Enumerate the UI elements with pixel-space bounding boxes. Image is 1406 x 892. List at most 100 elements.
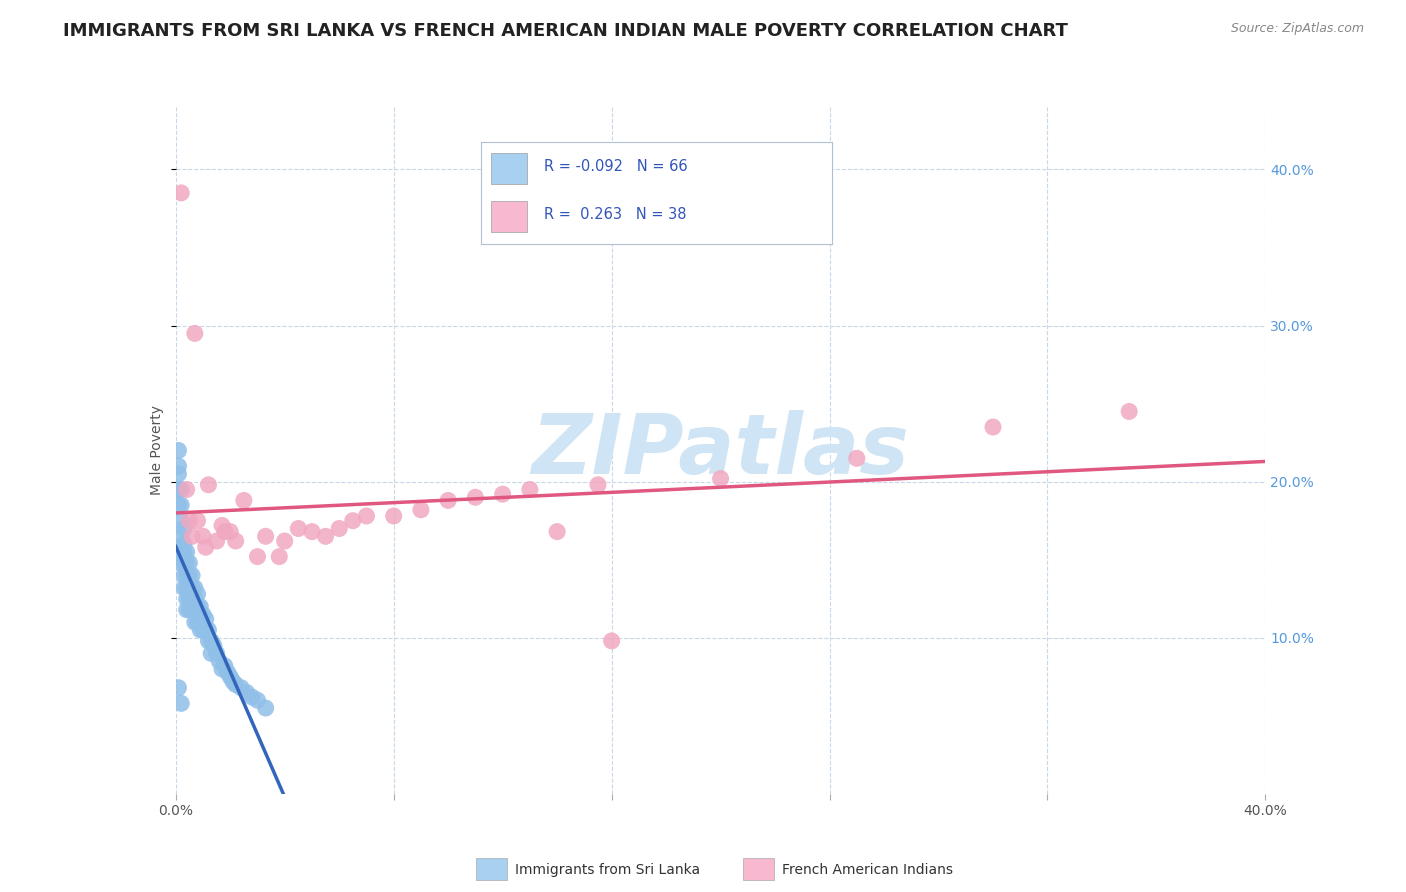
Point xyxy=(232,493,254,508)
Point xyxy=(464,490,486,504)
Point xyxy=(167,467,190,481)
Point xyxy=(167,681,190,695)
Point xyxy=(179,514,201,528)
Point xyxy=(301,524,323,539)
Point xyxy=(200,633,222,648)
Point xyxy=(519,483,541,497)
Point xyxy=(492,487,515,501)
Point xyxy=(170,696,193,710)
Point xyxy=(176,568,198,582)
Point xyxy=(176,603,198,617)
Point xyxy=(240,690,263,705)
Point xyxy=(246,549,269,564)
Point xyxy=(173,568,195,582)
Point xyxy=(254,701,277,715)
Point xyxy=(197,633,219,648)
Point xyxy=(167,443,190,458)
Point xyxy=(184,603,207,617)
Point xyxy=(274,533,297,548)
Point xyxy=(181,581,204,595)
Point xyxy=(176,545,198,559)
Point xyxy=(231,681,253,695)
Point xyxy=(186,599,209,614)
Point xyxy=(176,556,198,570)
Point xyxy=(184,581,207,595)
Point xyxy=(191,623,214,637)
Text: R = -0.092   N = 66: R = -0.092 N = 66 xyxy=(544,159,688,174)
Point xyxy=(211,662,233,676)
Point xyxy=(246,693,269,707)
Point xyxy=(202,639,225,653)
Point xyxy=(181,568,204,582)
Point xyxy=(219,670,242,684)
Point xyxy=(845,451,868,466)
Point xyxy=(200,646,222,660)
Point xyxy=(586,478,609,492)
Point xyxy=(225,533,247,548)
Point xyxy=(170,540,193,554)
FancyBboxPatch shape xyxy=(492,202,527,232)
Point xyxy=(254,529,277,543)
Point xyxy=(269,549,291,564)
Point xyxy=(181,591,204,606)
Point xyxy=(186,514,209,528)
Point xyxy=(546,524,568,539)
Point xyxy=(170,483,193,497)
Point xyxy=(170,186,193,200)
Point xyxy=(214,658,236,673)
Point xyxy=(170,556,193,570)
Point xyxy=(197,478,219,492)
Point xyxy=(173,545,195,559)
Point xyxy=(191,607,214,622)
Point xyxy=(981,420,1004,434)
Point xyxy=(409,502,432,516)
Point xyxy=(197,623,219,637)
Point xyxy=(315,529,337,543)
Point xyxy=(194,623,217,637)
Point xyxy=(184,326,207,341)
Point xyxy=(710,471,733,485)
Point xyxy=(167,483,190,497)
FancyBboxPatch shape xyxy=(492,153,527,184)
Point xyxy=(217,665,239,680)
Point xyxy=(173,556,195,570)
Point xyxy=(219,524,242,539)
Point xyxy=(179,556,201,570)
Point xyxy=(167,498,190,512)
Point xyxy=(186,615,209,630)
Point xyxy=(184,591,207,606)
Point xyxy=(186,587,209,601)
Point xyxy=(211,518,233,533)
Point xyxy=(287,521,309,535)
Point xyxy=(170,514,193,528)
Point xyxy=(208,654,231,668)
Point xyxy=(173,581,195,595)
Point xyxy=(170,498,193,512)
Y-axis label: Male Poverty: Male Poverty xyxy=(150,406,165,495)
Point xyxy=(356,508,378,523)
Point xyxy=(1118,404,1140,418)
Point xyxy=(191,529,214,543)
Point xyxy=(167,458,190,473)
Point xyxy=(179,581,201,595)
Point xyxy=(205,533,228,548)
Text: Source: ZipAtlas.com: Source: ZipAtlas.com xyxy=(1230,22,1364,36)
Point xyxy=(181,529,204,543)
Point xyxy=(214,524,236,539)
Point xyxy=(179,603,201,617)
Point xyxy=(179,591,201,606)
Point xyxy=(342,514,364,528)
Point xyxy=(328,521,350,535)
Point xyxy=(235,685,257,699)
Text: French American Indians: French American Indians xyxy=(782,863,953,877)
Text: IMMIGRANTS FROM SRI LANKA VS FRENCH AMERICAN INDIAN MALE POVERTY CORRELATION CHA: IMMIGRANTS FROM SRI LANKA VS FRENCH AMER… xyxy=(63,22,1069,40)
Point xyxy=(173,537,195,551)
Point xyxy=(181,603,204,617)
Point xyxy=(176,483,198,497)
Point xyxy=(437,493,460,508)
Point xyxy=(170,529,193,543)
Point xyxy=(225,678,247,692)
Point xyxy=(188,599,211,614)
Point xyxy=(176,591,198,606)
Point xyxy=(184,615,207,630)
